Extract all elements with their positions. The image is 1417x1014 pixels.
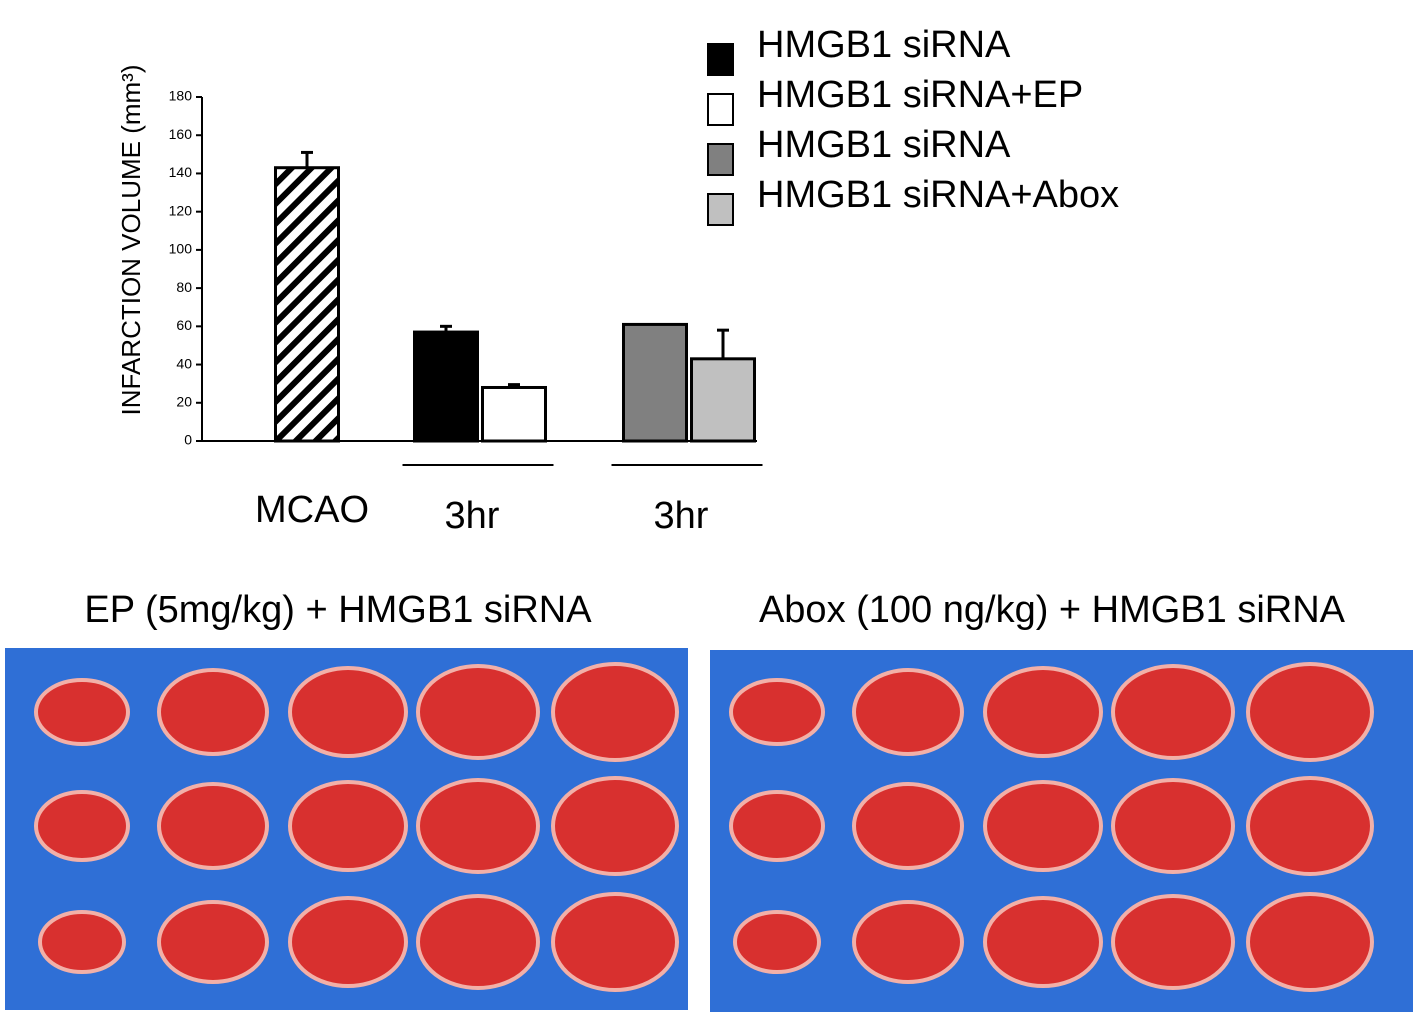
- legend-label: HMGB1 siRNA+EP: [757, 74, 1083, 116]
- bar: [481, 385, 547, 443]
- bar: [622, 322, 688, 443]
- y-tick-label: 80: [176, 279, 192, 295]
- y-tick-label: 120: [169, 202, 193, 218]
- x-tick-label: 3hr: [445, 495, 500, 537]
- y-axis-label: INFARCTION VOLUME (mm³): [116, 65, 146, 416]
- y-tick-label: 100: [169, 241, 193, 257]
- y-tick-label: 60: [176, 317, 192, 333]
- y-tick-label: 140: [169, 164, 193, 180]
- legend-swatch: [707, 193, 734, 226]
- legend-swatch: [707, 143, 734, 176]
- y-tick-label: 40: [176, 355, 192, 371]
- bar: [413, 330, 479, 443]
- y-tick-label: 0: [184, 432, 192, 448]
- bar: [690, 357, 756, 443]
- photo-panel: [710, 650, 1413, 1012]
- y-tick-label: 160: [169, 126, 193, 142]
- legend-swatch: [707, 93, 734, 126]
- legend-label: HMGB1 siRNA: [757, 24, 1011, 66]
- y-tick-label: 180: [169, 88, 193, 104]
- legend-label: HMGB1 siRNA+Abox: [757, 174, 1119, 216]
- legend-label: HMGB1 siRNA: [757, 124, 1011, 166]
- legend-swatch: [707, 43, 734, 76]
- y-tick-label: 20: [176, 393, 192, 409]
- x-tick-label: 3hr: [654, 495, 709, 537]
- photo-panel: [5, 648, 688, 1010]
- bar: [274, 166, 340, 443]
- panel-title: Abox (100 ng/kg) + HMGB1 siRNA: [759, 589, 1346, 631]
- panel-title: EP (5mg/kg) + HMGB1 siRNA: [84, 589, 592, 631]
- x-tick-label: MCAO: [255, 489, 369, 531]
